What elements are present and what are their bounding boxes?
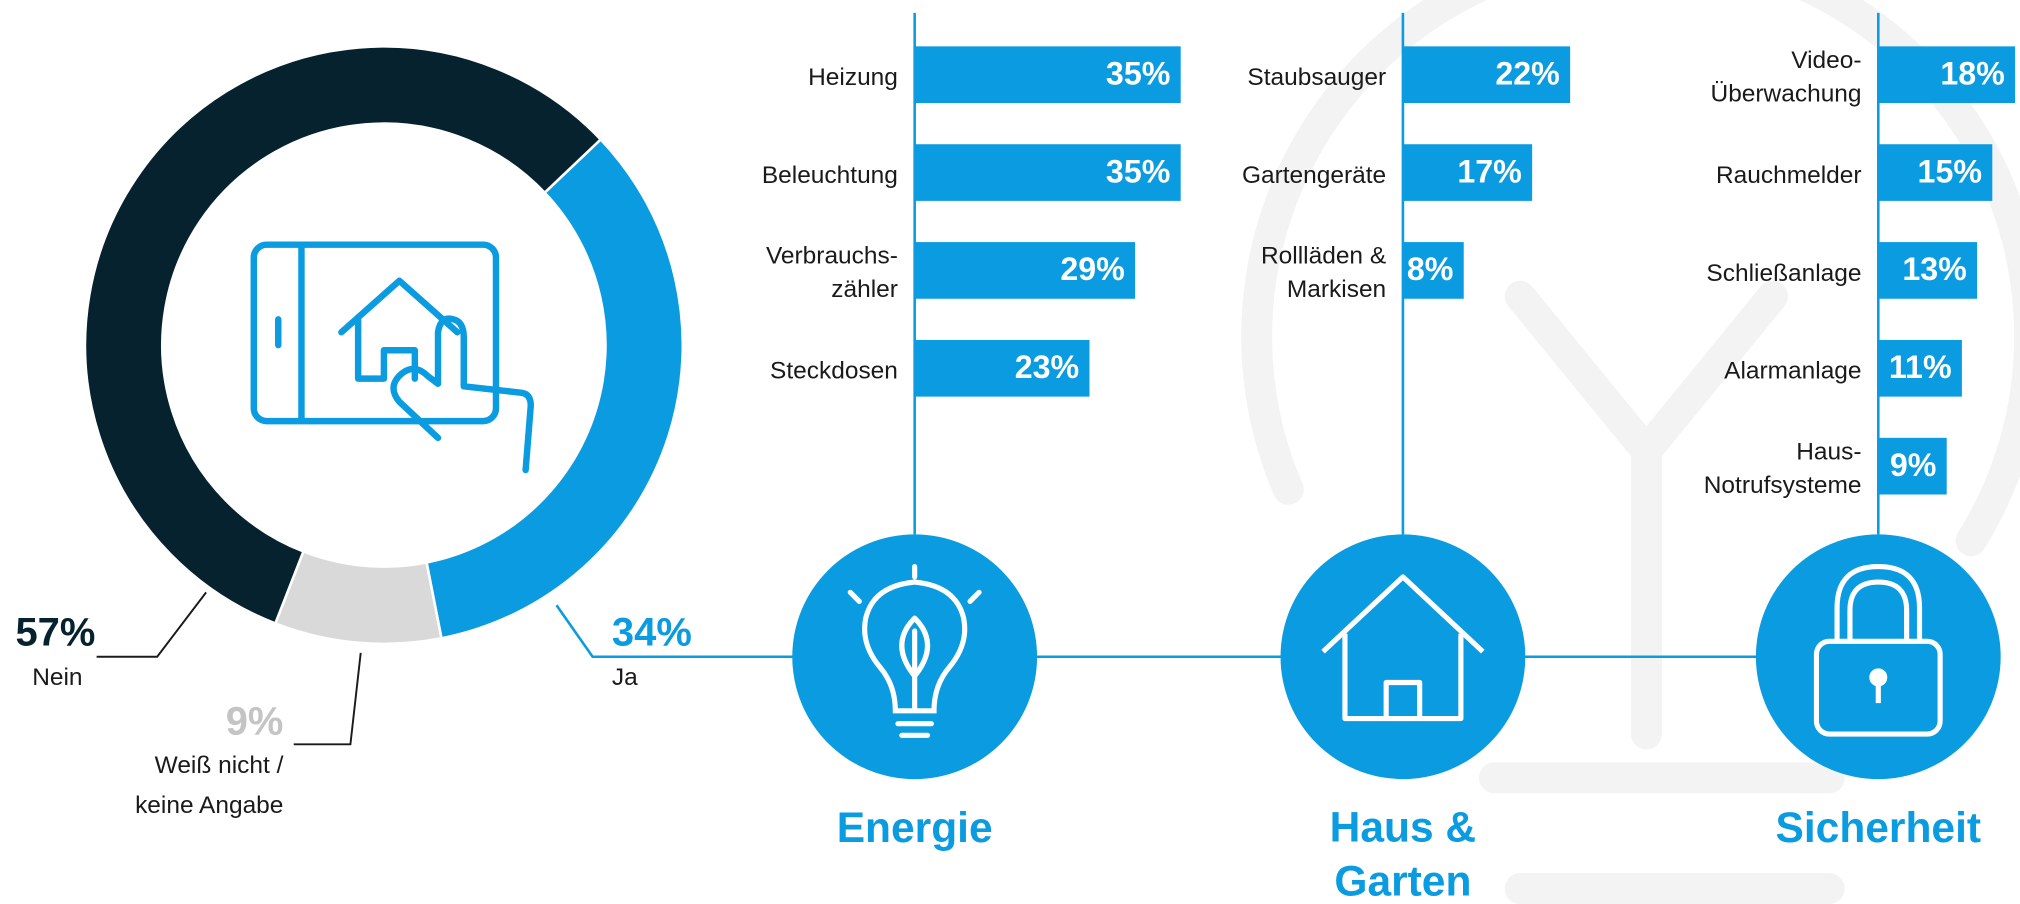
bar-value-label: 23% xyxy=(1015,349,1079,385)
bar-category-label: Schließanlage xyxy=(1706,260,1861,287)
pie-category-label: Nein xyxy=(32,664,82,691)
bar-category-label: Haus-Notrufsysteme xyxy=(1704,439,1862,499)
bar-category-label: Staubsauger xyxy=(1247,64,1386,91)
bar-category-label: Gartengeräte xyxy=(1242,162,1386,189)
donut-segment xyxy=(275,551,441,643)
pie-value-label: 9% xyxy=(226,699,284,743)
bar-value-label: 35% xyxy=(1106,153,1170,189)
bar-value-label: 8% xyxy=(1407,251,1454,287)
bar-category-label: Verbrauchs-zähler xyxy=(766,243,898,303)
bar-value-label: 22% xyxy=(1495,55,1559,91)
bar-value-label: 17% xyxy=(1457,153,1521,189)
category-title: Haus &Garten xyxy=(1330,805,1476,904)
bar-value-label: 11% xyxy=(1889,349,1952,385)
category-title: Sicherheit xyxy=(1776,805,1982,852)
bar-category-label: Rauchmelder xyxy=(1716,162,1862,189)
bar-category-label: Steckdosen xyxy=(770,358,898,385)
pie-category-label: Weiß nicht /keine Angabe xyxy=(135,752,284,819)
tablet-icon xyxy=(254,245,531,470)
bar-category-label: Beleuchtung xyxy=(762,162,898,189)
bar-value-label: 18% xyxy=(1940,55,2004,91)
bar-category-label: Alarmanlage xyxy=(1724,358,1861,385)
category-circles xyxy=(792,534,2000,779)
bar-value-label: 29% xyxy=(1060,251,1124,287)
connectors xyxy=(557,13,1879,657)
infographic: 34% Ja 9% Weiß nicht /keine Angabe 57% Nein 35… xyxy=(0,0,2020,904)
pie-value-label: 34% xyxy=(612,610,692,654)
bar-value-label: 13% xyxy=(1902,251,1966,287)
pie-category-label: Ja xyxy=(612,664,638,691)
bar-category-label: Video-Überwachung xyxy=(1711,47,1862,107)
bar-value-label: 9% xyxy=(1890,447,1937,483)
bar-category-label: Rollläden &Markisen xyxy=(1261,243,1386,303)
bar-category-label: Heizung xyxy=(808,64,898,91)
pie-value-label: 57% xyxy=(15,610,95,654)
bar-value-label: 35% xyxy=(1106,55,1170,91)
bar-value-label: 15% xyxy=(1918,153,1982,189)
category-title: Energie xyxy=(837,805,993,852)
